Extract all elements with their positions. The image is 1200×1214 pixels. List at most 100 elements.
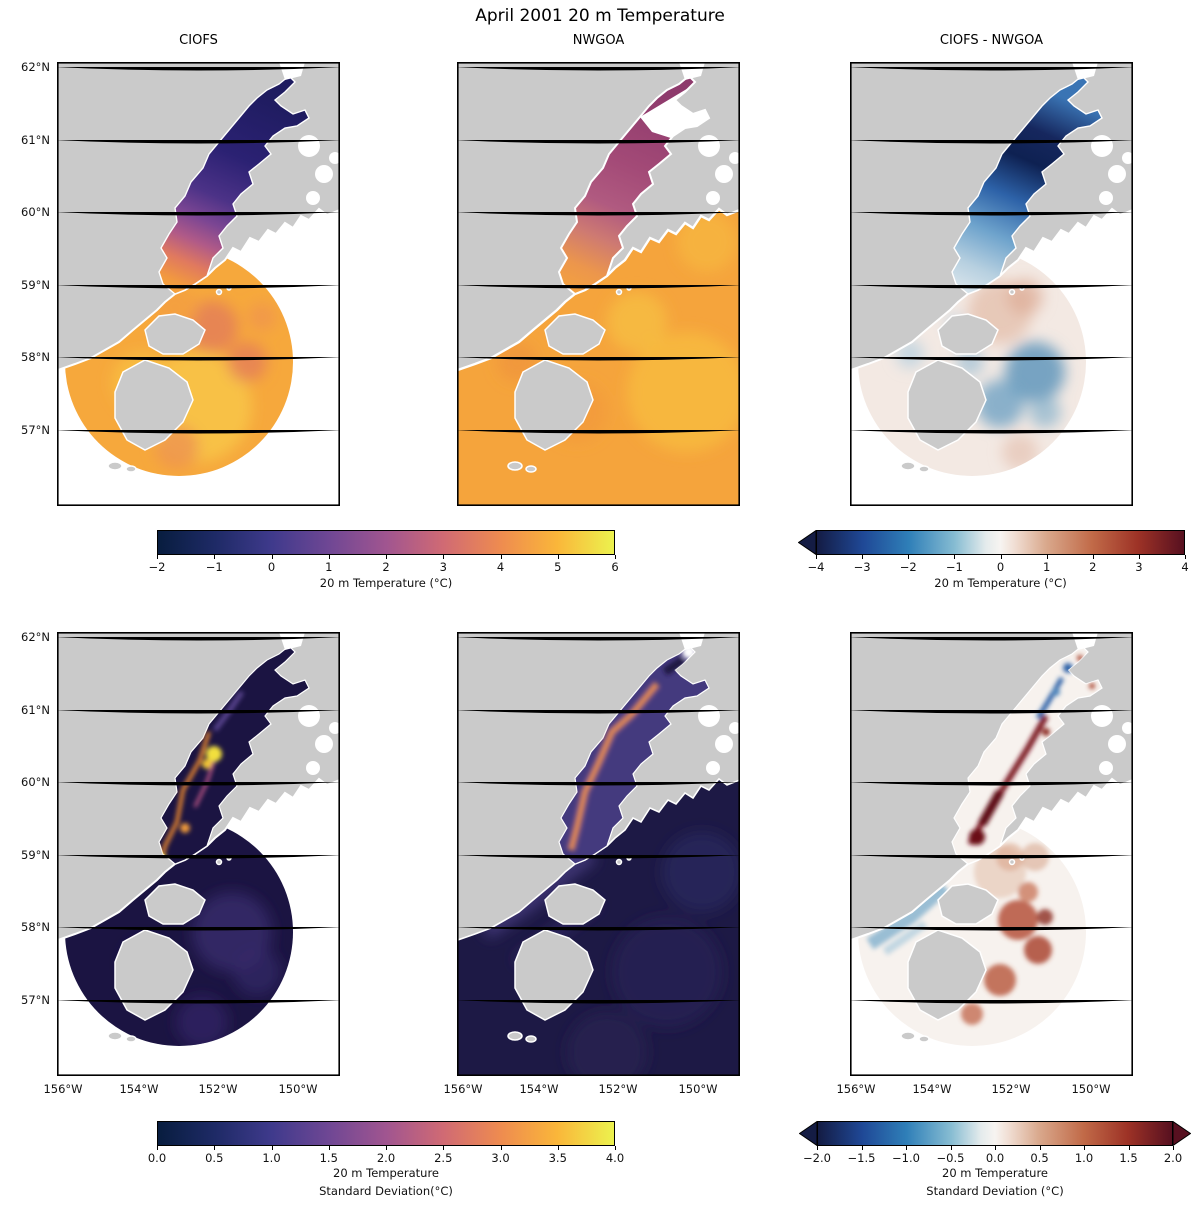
lat-tick: 61°N: [21, 703, 50, 717]
colorbar-tickmark: [1185, 555, 1186, 559]
colorbar-tick-label: 0.0: [147, 1151, 167, 1165]
colorbar-tick-label: 3.5: [548, 1151, 567, 1165]
colorbar-std-label-line1: 20 m Temperature: [333, 1166, 439, 1180]
colorbar-tickmark: [157, 1146, 158, 1150]
colorbar-tickmark: [443, 1146, 445, 1150]
map-diff-std: [850, 632, 1133, 1076]
colorbar-tickmark: [862, 555, 864, 559]
colorbar-tick-label: 2.5: [434, 1151, 453, 1165]
colorbar-gradient: [816, 530, 1185, 555]
colorbar-tick-label: 5: [554, 560, 562, 574]
colorbar-extend-min-arrow: [798, 530, 816, 555]
colorbar-tick-label: −2: [148, 560, 166, 574]
colorbar-tick-label: 1.5: [319, 1151, 338, 1165]
colorbar-tick-label: −1: [945, 560, 963, 574]
colorbar-tickmark: [271, 555, 273, 559]
colorbar-tick-label: 3: [1135, 560, 1143, 574]
lat-tick: 60°N: [21, 205, 50, 219]
colorbar-tickmark: [861, 1146, 863, 1150]
lon-tick: 156°W: [836, 1082, 876, 1096]
colorbar-gradient: [157, 1121, 615, 1146]
lon-tick: 154°W: [519, 1082, 559, 1096]
panel-frame: [57, 62, 340, 506]
colorbar-tick-label: 0.0: [985, 1151, 1005, 1165]
lat-tick: 59°N: [21, 278, 50, 292]
colorbar-std-diff-label-line2: Standard Deviation (°C): [926, 1184, 1064, 1198]
lat-tick: 57°N: [21, 993, 50, 1007]
colorbar-extend-max-arrow: [1173, 1121, 1191, 1146]
colorbar-tickmark: [906, 1146, 907, 1150]
colorbar-tick-label: 0: [267, 560, 276, 574]
colorbar-tickmark: [214, 1146, 216, 1150]
lat-tick: 58°N: [21, 920, 50, 934]
colorbar-std-label-line2: Standard Deviation(°C): [319, 1184, 453, 1198]
colorbar-tickmark: [557, 1146, 559, 1150]
panel-title-diff: CIOFS - NWGOA: [939, 33, 1044, 48]
colorbar-tick-label: −3: [853, 560, 871, 574]
colorbar-tick-label: −2: [899, 560, 917, 574]
colorbar-extend-min-arrow: [799, 1121, 817, 1146]
lat-tick: 60°N: [21, 775, 50, 789]
colorbar-tickmark: [328, 1146, 330, 1150]
lon-tick: 152°W: [198, 1082, 238, 1096]
colorbar-tick-label: −0.5: [936, 1151, 965, 1165]
colorbar-tick-label: −4: [807, 560, 825, 574]
colorbar-tickmark: [500, 1146, 502, 1150]
colorbar-std-diff-label-line1: 20 m Temperature: [942, 1166, 1048, 1180]
panel-title-ciofs: CIOFS: [179, 33, 218, 48]
colorbar-tickmark: [557, 555, 559, 559]
colorbar-temperature-label: 20 m Temperature (°C): [319, 576, 453, 590]
colorbar-tickmark: [1128, 1146, 1130, 1150]
panel-frame: [457, 62, 740, 506]
lat-tick: 57°N: [21, 423, 50, 437]
colorbar-std-diff: −2.0 −1.5 −1.0 −0.5 0.0 0.5 1.0 1.5 2.0: [799, 1121, 1191, 1165]
colorbar-tickmark: [214, 555, 216, 559]
lon-tick: 156°W: [43, 1082, 83, 1096]
colorbar-tick-label: −2.0: [803, 1151, 831, 1165]
lat-tick: 59°N: [21, 848, 50, 862]
colorbar-temperature-diff: −4 −3 −2 −1 0 1 2 3 4: [798, 530, 1189, 574]
colorbar-tick-label: 1: [325, 560, 333, 574]
colorbar-tick-label: 4.0: [605, 1151, 625, 1165]
lat-tick: 61°N: [21, 133, 50, 147]
lat-tick: 62°N: [21, 630, 50, 644]
map-ciofs-temperature: [57, 62, 340, 506]
colorbar-tick-label: 1.0: [1074, 1151, 1094, 1165]
lat-tick: 62°N: [21, 60, 50, 74]
colorbar-tickmark: [1092, 555, 1094, 559]
colorbar-tick-label: 6: [611, 560, 619, 574]
colorbar-tick-label: 1: [1042, 560, 1051, 574]
colorbar-tickmark: [271, 1146, 273, 1150]
map-ciofs-std: [57, 632, 340, 1076]
colorbar-tickmark: [328, 555, 330, 559]
colorbar-tickmark: [1084, 1146, 1085, 1150]
panel-frame: [57, 632, 340, 1076]
colorbar-tickmark: [615, 555, 616, 559]
colorbar-tick-label: 3: [439, 560, 447, 574]
lon-tick: 150°W: [1071, 1082, 1111, 1096]
colorbar-tickmark: [954, 555, 956, 559]
colorbar-tick-label: 2: [382, 560, 390, 574]
colorbar-tickmark: [816, 555, 817, 559]
colorbar-tick-label: 0.5: [1030, 1151, 1049, 1165]
colorbar-tickmark: [157, 555, 158, 559]
colorbar-tickmark: [443, 555, 445, 559]
colorbar-tickmark: [1039, 1146, 1041, 1150]
colorbar-tick-label: 1.5: [1119, 1151, 1138, 1165]
colorbar-gradient: [817, 1121, 1173, 1146]
lat-tick: 58°N: [21, 350, 50, 364]
colorbar-tick-label: 2.0: [1163, 1151, 1183, 1165]
colorbar-tick-label: 2: [1089, 560, 1097, 574]
colorbar-tickmark: [995, 1146, 996, 1150]
colorbar-tickmark: [386, 555, 387, 559]
colorbar-tickmark: [908, 555, 910, 559]
map-diff-temperature: [850, 62, 1133, 506]
colorbar-tick-label: 0.5: [205, 1151, 224, 1165]
colorbar-tickmark: [1138, 555, 1140, 559]
colorbar-tick-label: −1.0: [892, 1151, 920, 1165]
colorbar-tick-label: −1: [205, 560, 223, 574]
colorbar-tick-label: 4: [496, 560, 505, 574]
colorbar-tick-label: −1.5: [847, 1151, 876, 1165]
map-nwgoa-std: [457, 632, 740, 1076]
colorbar-tick-label: 2.0: [376, 1151, 396, 1165]
